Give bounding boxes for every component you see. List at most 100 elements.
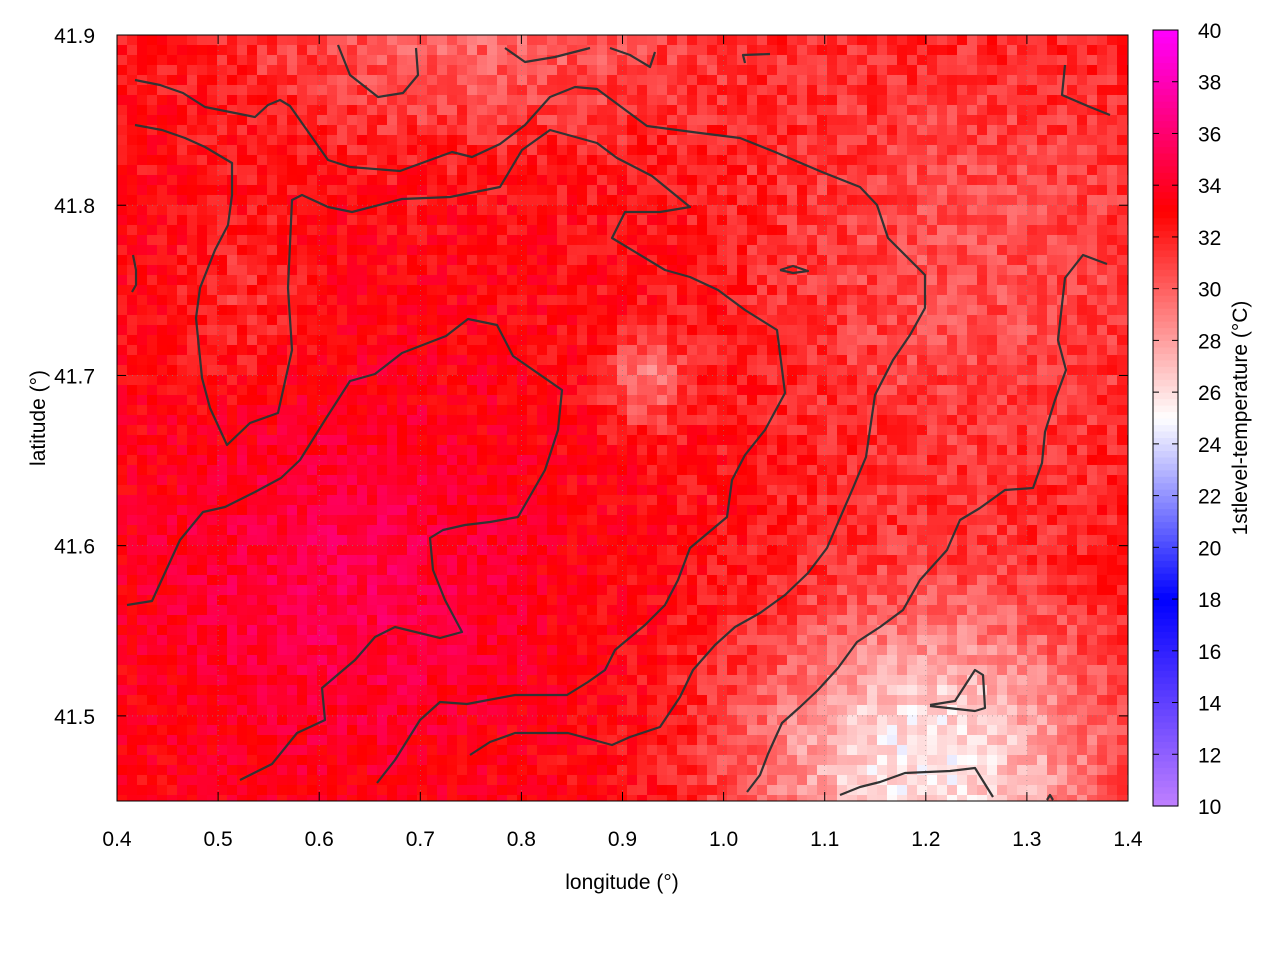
heatmap-cell bbox=[647, 235, 657, 245]
heatmap-cell bbox=[587, 125, 597, 135]
heatmap-cell bbox=[1097, 125, 1107, 135]
heatmap-cell bbox=[747, 265, 757, 275]
heatmap-cell bbox=[377, 485, 387, 495]
heatmap-cell bbox=[357, 225, 367, 235]
heatmap-cell bbox=[577, 35, 587, 45]
heatmap-cell bbox=[917, 415, 927, 425]
heatmap-cell bbox=[467, 165, 477, 175]
heatmap-cell bbox=[627, 275, 637, 285]
heatmap-cell bbox=[537, 475, 547, 485]
heatmap-cell bbox=[397, 295, 407, 305]
heatmap-cell bbox=[247, 175, 257, 185]
heatmap-cell bbox=[327, 435, 337, 445]
heatmap-cell bbox=[807, 405, 817, 415]
heatmap-cell bbox=[217, 435, 227, 445]
heatmap-cell bbox=[1077, 335, 1087, 345]
heatmap-cell bbox=[397, 405, 407, 415]
heatmap-cell bbox=[737, 75, 747, 85]
heatmap-cell bbox=[737, 405, 747, 415]
heatmap-cell bbox=[597, 315, 607, 325]
heatmap-cell bbox=[957, 265, 967, 275]
heatmap-cell bbox=[687, 255, 697, 265]
heatmap-cell bbox=[1067, 125, 1077, 135]
heatmap-cell bbox=[1027, 355, 1037, 365]
heatmap-cell bbox=[697, 485, 707, 495]
heatmap-cell bbox=[367, 105, 377, 115]
heatmap-cell bbox=[187, 485, 197, 495]
heatmap-cell bbox=[867, 285, 877, 295]
heatmap-cell bbox=[157, 405, 167, 415]
heatmap-cell bbox=[1107, 275, 1117, 285]
heatmap-cell bbox=[307, 515, 317, 525]
heatmap-cell bbox=[687, 45, 697, 55]
heatmap-cell bbox=[537, 485, 547, 495]
heatmap-cell bbox=[217, 395, 227, 405]
heatmap-cell bbox=[927, 125, 937, 135]
heatmap-cell bbox=[487, 425, 497, 435]
heatmap-cell bbox=[1017, 175, 1027, 185]
heatmap-cell bbox=[177, 265, 187, 275]
heatmap-cell bbox=[437, 155, 447, 165]
heatmap-cell bbox=[547, 145, 557, 155]
heatmap-cell bbox=[477, 235, 487, 245]
heatmap-cell bbox=[937, 395, 947, 405]
heatmap-cell bbox=[297, 365, 307, 375]
heatmap-cell bbox=[577, 325, 587, 335]
heatmap-cell bbox=[897, 75, 907, 85]
heatmap-cell bbox=[867, 355, 877, 365]
heatmap-cell bbox=[1037, 135, 1047, 145]
heatmap-cell bbox=[567, 265, 577, 275]
heatmap-cell bbox=[627, 235, 637, 245]
heatmap-cell bbox=[277, 115, 287, 125]
heatmap-cell bbox=[667, 55, 677, 65]
heatmap-cell bbox=[547, 305, 557, 315]
heatmap-cell bbox=[1067, 255, 1077, 265]
heatmap-cell bbox=[537, 135, 547, 145]
heatmap-cell bbox=[567, 465, 577, 475]
heatmap-cell bbox=[157, 235, 167, 245]
heatmap-cell bbox=[1057, 65, 1067, 75]
heatmap-cell bbox=[867, 485, 877, 495]
heatmap-cell bbox=[157, 345, 167, 355]
heatmap-cell bbox=[287, 45, 297, 55]
heatmap-cell bbox=[867, 95, 877, 105]
heatmap-cell bbox=[297, 335, 307, 345]
heatmap-cell bbox=[337, 265, 347, 275]
heatmap-cell bbox=[597, 145, 607, 155]
heatmap-cell bbox=[547, 85, 557, 95]
heatmap-cell bbox=[927, 295, 937, 305]
heatmap-cell bbox=[297, 55, 307, 65]
heatmap-cell bbox=[867, 455, 877, 465]
heatmap-cell bbox=[787, 45, 797, 55]
heatmap-cell bbox=[447, 425, 457, 435]
heatmap-cell bbox=[1027, 85, 1037, 95]
heatmap-cell bbox=[457, 255, 467, 265]
heatmap-cell bbox=[507, 435, 517, 445]
heatmap-cell bbox=[717, 95, 727, 105]
heatmap-cell bbox=[277, 485, 287, 495]
heatmap-cell bbox=[637, 105, 647, 115]
heatmap-cell bbox=[207, 265, 217, 275]
heatmap-cell bbox=[267, 465, 277, 475]
heatmap-cell bbox=[667, 195, 677, 205]
heatmap-cell bbox=[777, 35, 787, 45]
heatmap-cell bbox=[197, 335, 207, 345]
heatmap-cell bbox=[667, 155, 677, 165]
heatmap-cell bbox=[907, 35, 917, 45]
heatmap-cell bbox=[297, 325, 307, 335]
heatmap-cell bbox=[757, 455, 767, 465]
heatmap-cell bbox=[1057, 235, 1067, 245]
heatmap-cell bbox=[617, 275, 627, 285]
heatmap-cell bbox=[227, 325, 237, 335]
heatmap-cell bbox=[1097, 485, 1107, 495]
heatmap-cell bbox=[177, 355, 187, 365]
heatmap-cell bbox=[267, 115, 277, 125]
heatmap-cell bbox=[187, 375, 197, 385]
heatmap-cell bbox=[1077, 95, 1087, 105]
heatmap-cell bbox=[1107, 315, 1117, 325]
heatmap-cell bbox=[287, 55, 297, 65]
heatmap-cell bbox=[657, 65, 667, 75]
heatmap-cell bbox=[597, 135, 607, 145]
heatmap-cell bbox=[897, 425, 907, 435]
heatmap-cell bbox=[167, 355, 177, 365]
